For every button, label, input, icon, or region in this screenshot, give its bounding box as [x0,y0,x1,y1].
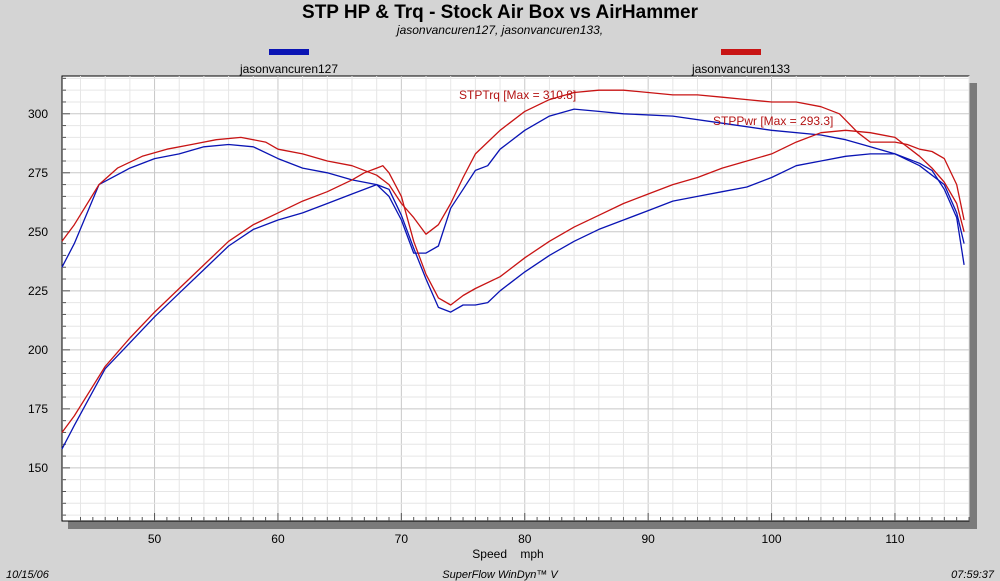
chart-title: STP HP & Trq - Stock Air Box vs AirHamme… [302,2,699,23]
x-tick-label: 70 [395,532,409,546]
y-tick-label: 225 [28,284,48,298]
chart-subtitle: jasonvancuren127, jasonvancuren133, [395,23,603,37]
series-line-jasonvancuren133-stppwr [61,129,965,433]
y-tick-label: 275 [28,166,48,180]
y-tick-label: 150 [28,461,48,475]
legend-label-133: jasonvancuren133 [691,62,790,76]
plot-area [61,75,970,522]
series-line-jasonvancuren127-stptrq [61,108,965,268]
legend-label-127: jasonvancuren127 [239,62,338,76]
x-tick-label: 90 [641,532,655,546]
series-line-jasonvancuren127-stppwr [61,153,965,450]
y-tick-label: 250 [28,225,48,239]
footer-software: SuperFlow WinDyn™ V [442,569,559,581]
axis-ticks: 50 60 70 80 90 100 110 150 175 200 225 250 275 300 [28,77,970,546]
annotation-trq-max: STPTrq [Max = 310.8] [459,88,576,102]
x-tick-label: 50 [148,532,162,546]
x-tick-label: 110 [885,532,904,546]
footer-date: 10/15/06 [6,569,50,581]
annotation-pwr-max: STPPwr [Max = 293.3] [713,114,833,128]
legend-swatch-133 [721,49,761,55]
y-tick-label: 300 [28,107,48,121]
x-axis-label: Speed mph [472,547,543,561]
grid [62,76,970,521]
legend-swatch-127 [269,49,309,55]
x-tick-label: 100 [762,532,782,546]
y-tick-label: 175 [28,402,48,416]
legend: jasonvancuren127 jasonvancuren133 [239,49,790,76]
footer-time: 07:59:37 [951,569,995,581]
y-tick-label: 200 [28,343,48,357]
x-tick-label: 60 [271,532,285,546]
series-group [61,89,965,450]
series-line-jasonvancuren133-stptrq [61,89,965,242]
x-tick-label: 80 [518,532,532,546]
